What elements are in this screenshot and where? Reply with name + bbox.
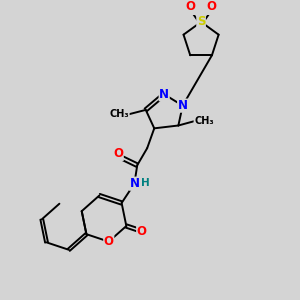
Text: O: O [113, 147, 123, 161]
Text: H: H [141, 178, 150, 188]
Text: N: N [129, 177, 140, 190]
Text: N: N [178, 99, 188, 112]
Text: O: O [207, 0, 217, 13]
Text: O: O [185, 0, 195, 13]
Text: CH₃: CH₃ [110, 109, 129, 118]
Text: N: N [159, 88, 169, 101]
Text: S: S [197, 15, 205, 28]
Text: O: O [104, 235, 114, 248]
Text: O: O [137, 225, 147, 238]
Text: CH₃: CH₃ [194, 116, 214, 126]
